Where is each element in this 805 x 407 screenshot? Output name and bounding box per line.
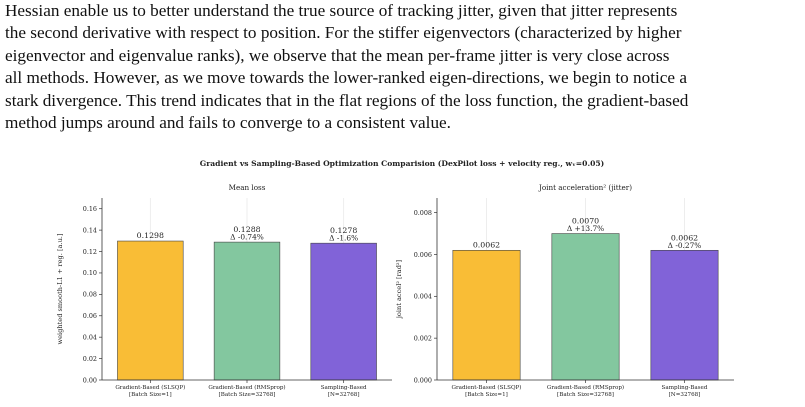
y-tick-label: 0.14 <box>83 226 97 234</box>
figure-suptitle: Gradient vs Sampling-Based Optimization … <box>200 159 605 168</box>
value-label: 0.0070 <box>572 217 599 226</box>
value-label: 0.1298 <box>137 231 164 240</box>
delta-label: Δ -0.27% <box>668 241 702 250</box>
paragraph-line: stark divergence. This trend indicates t… <box>5 90 689 110</box>
y-axis-label: joint accel² [rad²] <box>395 260 403 319</box>
panel-title: Joint acceleration² (jitter) <box>538 183 632 192</box>
bar <box>551 233 620 381</box>
body-paragraph: Hessian enable us to better understand t… <box>5 0 800 134</box>
bar <box>117 240 184 381</box>
bar <box>310 242 377 381</box>
y-tick-label: 0.000 <box>414 376 432 384</box>
bar <box>452 249 521 381</box>
paragraph-line: all methods. However, as we move towards… <box>5 68 687 88</box>
x-tick-label: Gradient-Based (RMSprop) <box>547 384 624 391</box>
y-tick-label: 0.06 <box>83 312 97 320</box>
y-tick-label: 0.12 <box>83 248 97 256</box>
paragraph-line: eigenvector and eigenvalue ranks), we ob… <box>5 45 670 65</box>
value-label: 0.1288 <box>233 225 260 234</box>
delta-label: Δ -0.74% <box>230 233 264 242</box>
comparison-figure: Gradient vs Sampling-Based Optimization … <box>56 159 734 398</box>
y-tick-label: 0.006 <box>414 251 432 259</box>
x-tick-label: Gradient-Based (RMSprop) <box>208 384 285 391</box>
x-tick-sublabel: [N=32768] <box>669 392 701 398</box>
paragraph-line: Hessian enable us to better understand t… <box>5 1 678 20</box>
paragraph-line: the second derivative with respect to po… <box>5 23 682 43</box>
value-label: 0.1278 <box>330 226 357 235</box>
y-tick-label: 0.04 <box>83 333 97 341</box>
x-tick-sublabel: [N=32768] <box>328 392 360 398</box>
y-tick-label: 0.008 <box>414 209 432 217</box>
panel-title: Mean loss <box>229 183 266 192</box>
value-label: 0.0062 <box>671 233 698 242</box>
y-tick-label: 0.10 <box>83 269 97 277</box>
value-label: 0.0062 <box>473 240 500 249</box>
y-tick-label: 0.00 <box>83 376 97 384</box>
x-tick-label: Gradient-Based (SLSQP) <box>115 384 185 391</box>
x-tick-label: Sampling-Based <box>321 385 367 391</box>
x-tick-sublabel: [Batch Size=32768] <box>219 392 276 398</box>
x-tick-label: Sampling-Based <box>662 385 708 391</box>
x-tick-label: Gradient-Based (SLSQP) <box>452 384 522 391</box>
x-tick-sublabel: [Batch Size=32768] <box>557 392 614 398</box>
y-tick-label: 0.16 <box>83 205 97 213</box>
y-tick-label: 0.02 <box>83 355 97 363</box>
x-tick-sublabel: [Batch Size=1] <box>465 392 508 398</box>
y-axis-label: weighted smooth-L1 + reg. [a.u.] <box>56 234 64 345</box>
y-tick-label: 0.08 <box>83 291 97 299</box>
y-tick-label: 0.004 <box>414 293 432 301</box>
bar <box>650 249 719 381</box>
x-tick-sublabel: [Batch Size=1] <box>129 392 172 398</box>
bar <box>213 241 281 381</box>
paragraph-line: method jumps around and fails to converg… <box>5 113 451 133</box>
delta-label: Δ -1.6% <box>329 234 358 243</box>
delta-label: Δ +13.7% <box>567 224 604 233</box>
y-tick-label: 0.002 <box>414 334 432 342</box>
